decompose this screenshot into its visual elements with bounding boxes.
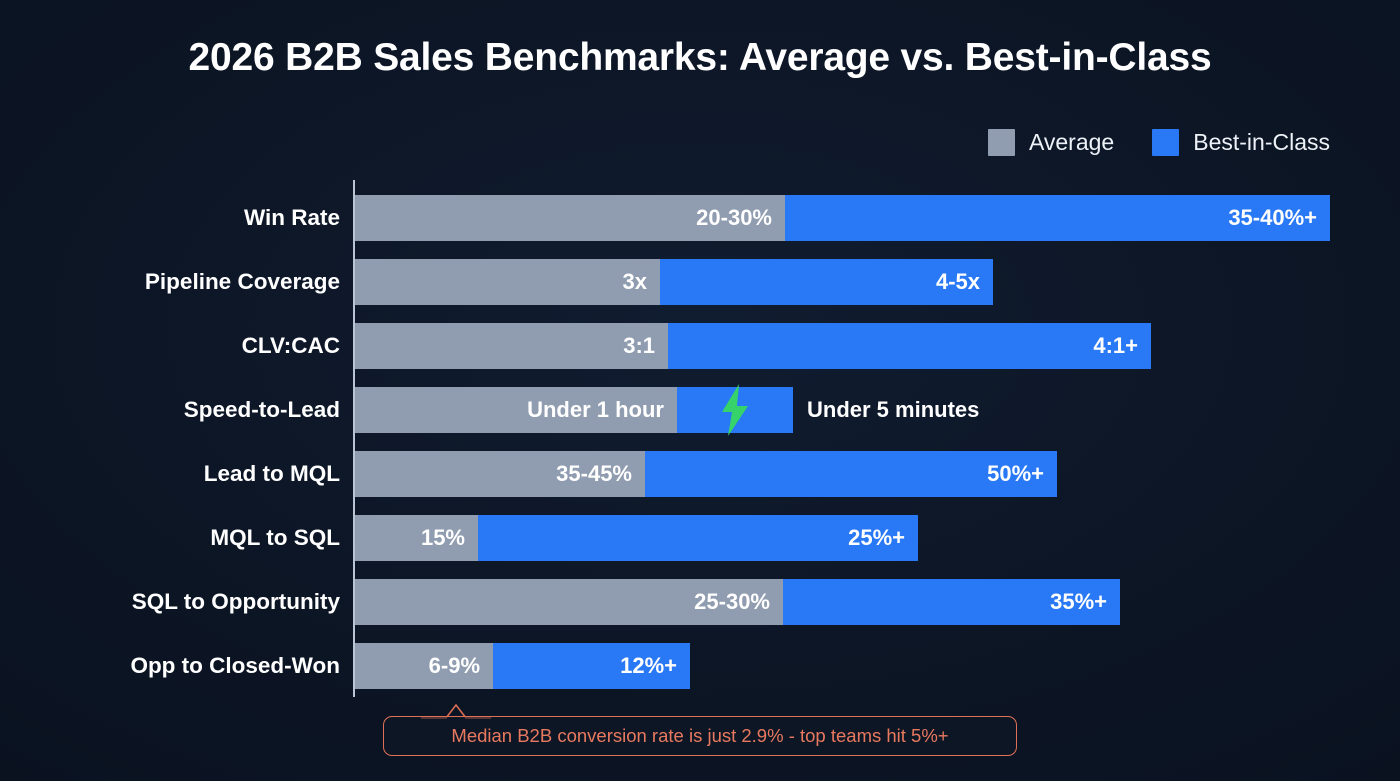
bar-value-average: 25-30% [694,589,770,614]
chart-row: Speed-to-Lead Under 1 hour Under 5 minutes [0,384,1400,436]
chart-row: Win Rate 20-30% 35-40%+ [0,195,1400,241]
category-label: SQL to Opportunity [131,589,340,614]
bar-value-best-in-class: 35-40%+ [1228,205,1317,230]
category-label: Pipeline Coverage [144,269,340,294]
bar-value-average: 15% [420,525,465,550]
legend-item-best-in-class: Best-in-Class [1152,129,1330,156]
page-title: 2026 B2B Sales Benchmarks: Average vs. B… [188,36,1212,79]
chart-row: MQL to SQL 15% 25%+ [0,515,1400,561]
bar-best-in-class[interactable]: 12%+ [493,643,690,689]
category-label: Win Rate [243,205,340,230]
bar-value-best-in-class: Under 5 minutes [807,397,980,422]
bar-value-best-in-class: 50%+ [987,461,1044,486]
chart-row: Lead to MQL 35-45% 50%+ [0,451,1400,497]
bar-average[interactable]: 3:1 [355,323,668,369]
legend-label-average: Average [1028,129,1115,155]
annotation-text: Median B2B conversion rate is just 2.9% … [451,724,949,746]
legend-item-average: Average [987,129,1115,156]
bar-value-best-in-class: 4:1+ [1093,333,1138,358]
bar-average[interactable]: 35-45% [355,451,645,497]
category-label: MQL to SQL [210,525,340,550]
category-label: Speed-to-Lead [183,397,340,422]
bar-best-in-class[interactable]: 4-5x [660,259,993,305]
annotation-callout: Median B2B conversion rate is just 2.9% … [383,716,1017,756]
chart-row: CLV:CAC 3:1 4:1+ [0,323,1400,369]
bar-best-in-class[interactable]: 35-40%+ [785,195,1330,241]
bar-value-average: 35-45% [556,461,632,486]
bar-best-in-class[interactable]: 35%+ [783,579,1120,625]
chart-row: SQL to Opportunity 25-30% 35%+ [0,579,1400,625]
bar-average[interactable]: 25-30% [355,579,783,625]
bar-value-average: 6-9% [428,653,480,678]
bar-value-average: 3:1 [623,333,655,358]
bar-average[interactable]: 6-9% [355,643,493,689]
bar-average[interactable]: Under 1 hour [355,387,677,433]
bar-value-best-in-class: 25%+ [848,525,905,550]
bar-value-best-in-class: 12%+ [620,653,677,678]
bar-average[interactable]: 15% [355,515,478,561]
bar-best-in-class[interactable]: 4:1+ [668,323,1151,369]
legend-label-best-in-class: Best-in-Class [1193,129,1330,155]
category-label: Opp to Closed-Won [130,653,340,678]
bar-value-best-in-class: 4-5x [935,269,980,294]
bar-best-in-class[interactable] [677,387,793,433]
category-label: Lead to MQL [203,461,340,486]
bar-average[interactable]: 3x [355,259,660,305]
bar-value-average: Under 1 hour [527,397,664,422]
bar-best-in-class[interactable]: 50%+ [645,451,1057,497]
chart-row: Opp to Closed-Won 6-9% 12%+ [0,643,1400,689]
bar-value-average: 3x [622,269,647,294]
y-axis-line [353,180,355,697]
bar-value-average: 20-30% [696,205,772,230]
bar-best-in-class[interactable]: 25%+ [478,515,918,561]
bar-value-best-in-class: 35%+ [1050,589,1107,614]
legend-swatch-best-in-class [1152,129,1180,156]
chart-legend: Average Best-in-Class [987,129,1330,156]
chart-row: Pipeline Coverage 3x 4-5x [0,259,1400,305]
bar-average[interactable]: 20-30% [355,195,785,241]
category-label: CLV:CAC [241,333,340,358]
legend-swatch-average [987,129,1015,156]
